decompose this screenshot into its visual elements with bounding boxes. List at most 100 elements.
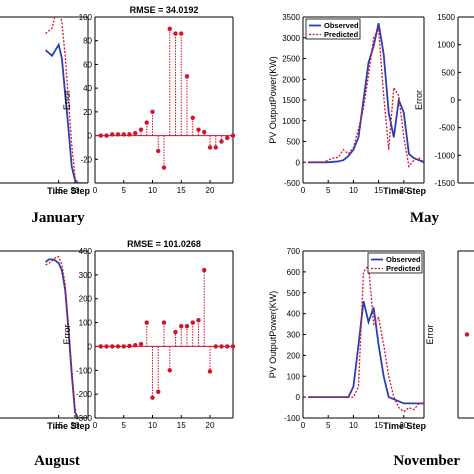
jan-error-stem-marker bbox=[156, 148, 161, 154]
jan-error-stem-marker bbox=[202, 129, 207, 135]
may-error-ytick-label: 500 bbox=[442, 68, 456, 77]
nov-power-legend-label-predicted: Predicted bbox=[386, 264, 421, 273]
jan-error-stem-marker bbox=[196, 127, 201, 132]
may-error-ytick-label: -1000 bbox=[435, 151, 456, 160]
jan-error-xtick-label: 15 bbox=[177, 186, 186, 195]
jan-error-stem-marker bbox=[127, 132, 132, 137]
aug-error-stem-marker bbox=[121, 344, 126, 349]
jan-error-ytick-label: 0 bbox=[88, 132, 93, 141]
jan-error-ytick-label: 40 bbox=[83, 84, 92, 93]
aug-error-xtick-label: 0 bbox=[93, 421, 98, 430]
aug-error-stem-marker bbox=[219, 344, 224, 349]
may-error-ytick-label: 0 bbox=[451, 96, 456, 105]
aug-error-stem-marker bbox=[115, 344, 121, 349]
nov-power-ytick-label: -100 bbox=[284, 414, 301, 423]
nov-power-series-predicted-line bbox=[308, 263, 424, 413]
aug-error-title: RMSE = 101.0268 bbox=[127, 239, 201, 249]
jan-power-xlabel: Time Step bbox=[47, 186, 90, 196]
jan-error-stem-marker bbox=[173, 31, 178, 36]
aug-error-stem-marker bbox=[190, 320, 195, 325]
may-power-legend-label-observed: Observed bbox=[324, 21, 359, 30]
aug-error-xtick-label: 5 bbox=[122, 421, 127, 430]
jan-error-title: RMSE = 34.0192 bbox=[130, 5, 199, 15]
jan-error-stem-marker bbox=[179, 31, 184, 36]
jan-error-stem-marker bbox=[213, 145, 218, 150]
aug-error-ytick-label: 400 bbox=[79, 247, 93, 256]
may-power-ytick-label: 2000 bbox=[282, 75, 300, 84]
jan-error-stem-marker bbox=[207, 145, 213, 150]
aug-error-stem-marker bbox=[150, 395, 155, 400]
jan-power-xtick-label: 20 bbox=[71, 186, 80, 195]
nov-power-xlabel: Time Step bbox=[383, 421, 426, 431]
aug-error-stem-marker bbox=[127, 343, 132, 349]
jan-error-xtick-label: 5 bbox=[122, 186, 127, 195]
jan-power-series-predicted-line bbox=[45, 17, 88, 183]
aug-error-stem-marker bbox=[98, 344, 103, 349]
jan-error-ytick-label: 20 bbox=[83, 108, 92, 117]
aug-error-ytick-label: 0 bbox=[88, 342, 93, 351]
jan-error-xtick-label: 10 bbox=[148, 186, 157, 195]
month-label-may: May bbox=[410, 210, 440, 226]
aug-error-stem-marker bbox=[202, 267, 207, 273]
nov-power-xtick-label: 5 bbox=[326, 421, 331, 430]
may-power-panel: 0 5 10 15 20-5000500100015002000250030003500… bbox=[268, 13, 426, 196]
jan-error-stem-marker bbox=[225, 135, 230, 141]
aug-error-stem-marker bbox=[144, 320, 149, 325]
aug-error-stem-marker bbox=[104, 344, 109, 349]
may-power-ytick-label: 1500 bbox=[282, 96, 300, 105]
aug-error-stem-marker bbox=[230, 344, 236, 349]
may-power-ytick-label: 500 bbox=[287, 138, 301, 147]
month-label-august: August bbox=[34, 453, 80, 469]
aug-error-ytick-label: -200 bbox=[76, 390, 93, 399]
nov-power-ytick-label: 300 bbox=[287, 331, 301, 340]
jan-power-xtick-label: 15 bbox=[54, 186, 63, 195]
nov-power-xtick-label: 0 bbox=[301, 421, 306, 430]
month-label-january: January bbox=[31, 210, 85, 226]
aug-error-stem-marker bbox=[110, 344, 115, 349]
jan-error-stem-marker bbox=[104, 133, 109, 138]
may-error-ytick-label: 1000 bbox=[437, 41, 455, 50]
may-error-ylabel: Error bbox=[414, 90, 424, 110]
may-power-series-observed-line bbox=[308, 23, 424, 164]
may-power-ytick-label: 0 bbox=[296, 158, 301, 167]
aug-error-xtick-label: 20 bbox=[206, 421, 215, 430]
jan-error-stem-marker bbox=[144, 120, 149, 125]
aug-power-series-predicted-line bbox=[45, 255, 88, 418]
aug-error-ytick-label: 300 bbox=[79, 271, 93, 280]
jan-error-ylabel: Error bbox=[62, 90, 72, 110]
nov-power-ytick-label: 700 bbox=[287, 247, 301, 256]
may-power-ytick-label: -500 bbox=[284, 179, 301, 188]
aug-error-stem-marker bbox=[184, 323, 190, 329]
may-power-ytick-label: 2500 bbox=[282, 55, 300, 64]
jan-error-stem-marker bbox=[161, 165, 167, 170]
jan-error-stem-marker bbox=[219, 139, 224, 144]
jan-error-ytick-label: 80 bbox=[83, 37, 92, 46]
nov-power-xtick-label: 10 bbox=[349, 421, 358, 430]
may-power-ytick-label: 3000 bbox=[282, 34, 300, 43]
nov-power-ytick-label: 600 bbox=[287, 268, 301, 277]
aug-error-stem-marker bbox=[167, 368, 172, 373]
jan-error-stem-marker bbox=[138, 127, 144, 132]
may-error-ytick-label: -1500 bbox=[435, 179, 456, 188]
may-power-series-predicted-line bbox=[308, 27, 424, 168]
aug-error-stem-marker bbox=[173, 329, 178, 335]
aug-error-xtick-label: 10 bbox=[148, 421, 157, 430]
aug-power-xtick-label: 20 bbox=[71, 421, 80, 430]
jan-error-stem-marker bbox=[121, 132, 126, 137]
aug-error-stem-marker bbox=[207, 369, 213, 374]
nov-power-series-observed-line bbox=[308, 300, 424, 405]
aug-error-ytick-label: 100 bbox=[79, 319, 93, 328]
may-power-legend-box bbox=[305, 18, 361, 40]
jan-error-stem-marker bbox=[230, 133, 236, 138]
nov-power-ylabel: PV OutputPower(KW) bbox=[268, 291, 278, 379]
aug-error-stem-marker bbox=[161, 320, 167, 325]
may-power-xlabel: Time Step bbox=[383, 186, 426, 196]
aug-error-ytick-label: -300 bbox=[76, 414, 93, 423]
jan-error-xtick-label: 20 bbox=[206, 186, 215, 195]
may-power-xtick-label: 0 bbox=[301, 186, 306, 195]
nov-power-ytick-label: 0 bbox=[296, 393, 301, 402]
